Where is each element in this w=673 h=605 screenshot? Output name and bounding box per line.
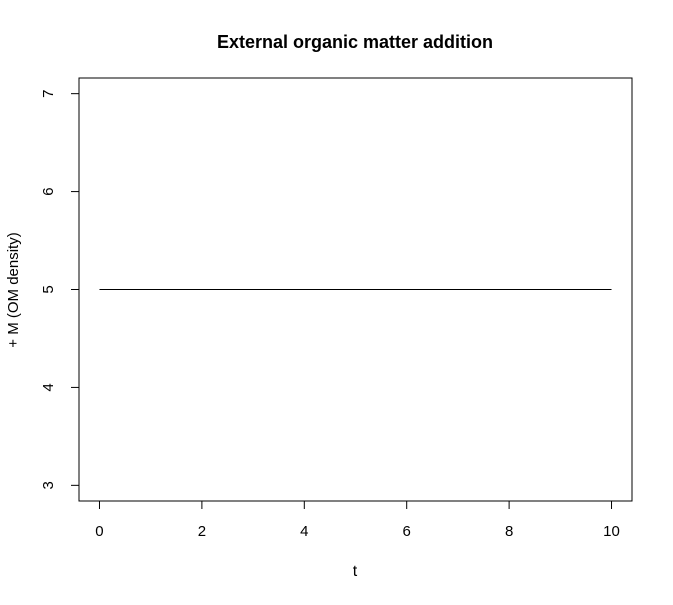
x-tick-label: 0 <box>95 523 103 540</box>
y-tick-label: 4 <box>40 383 57 391</box>
x-tick-label: 6 <box>403 523 411 540</box>
chart-title: External organic matter addition <box>217 32 493 52</box>
y-tick-label: 7 <box>40 89 57 97</box>
y-axis: 3 4 5 6 7 <box>40 89 80 490</box>
x-tick-label: 2 <box>198 523 206 540</box>
y-tick-label: 5 <box>40 285 57 293</box>
y-tick-label: 3 <box>40 481 57 489</box>
x-axis-label: t <box>353 563 358 580</box>
x-tick-label: 10 <box>603 523 620 540</box>
y-tick-label: 6 <box>40 187 57 195</box>
x-tick-label: 4 <box>300 523 308 540</box>
x-tick-label: 8 <box>505 523 513 540</box>
x-axis: 0 2 4 6 8 10 <box>95 500 620 540</box>
y-axis-label: + M (OM density) <box>5 232 22 347</box>
